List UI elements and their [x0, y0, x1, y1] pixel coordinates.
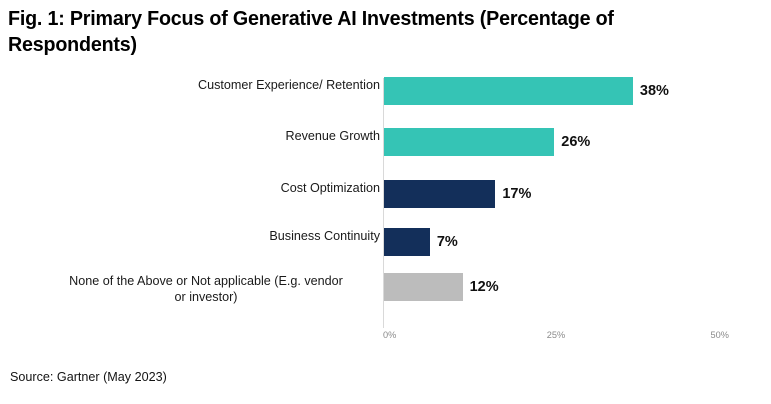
bar[interactable] [384, 228, 430, 256]
bar-value-label: 12% [469, 279, 499, 295]
bar-group: 12% [384, 273, 499, 301]
bar[interactable] [384, 273, 463, 301]
source-note: Source: Gartner (May 2023) [10, 370, 167, 384]
bar[interactable] [384, 77, 633, 105]
x-axis-tick-label: 25% [546, 330, 566, 340]
x-axis: 0% 25% 50% [0, 328, 771, 348]
category-label: Revenue Growth [285, 129, 380, 143]
chart-row: None of the Above or Not applicable (E.g… [0, 273, 771, 323]
bar-value-label: 38% [639, 83, 669, 99]
chart-row: Revenue Growth 26% [0, 128, 771, 178]
chart-row: Business Continuity 7% [0, 228, 771, 278]
x-axis-tick-label: 0% [383, 330, 397, 340]
category-label: Customer Experience/ Retention [197, 78, 380, 92]
chart-row: Cost Optimization 17% [0, 180, 771, 230]
category-label: Business Continuity [269, 229, 380, 243]
bar[interactable] [384, 180, 496, 208]
bar-value-label: 7% [436, 234, 458, 250]
bar-group: 7% [384, 228, 458, 256]
bar-group: 26% [384, 128, 590, 156]
category-label: Cost Optimization [280, 181, 380, 195]
bar-value-label: 26% [561, 134, 591, 150]
bar-group: 38% [384, 77, 669, 105]
y-axis-line [383, 78, 384, 328]
category-label-line-2: or investor) [174, 290, 238, 304]
x-axis-tick-label: 50% [710, 330, 729, 340]
figure-title: Fig. 1: Primary Focus of Generative AI I… [8, 7, 614, 56]
category-label-line-1: None of the Above or Not applicable (E.g… [69, 274, 343, 288]
chart-plot-area: Customer Experience/ Retention 38% Reven… [0, 70, 771, 352]
bar[interactable] [384, 128, 555, 156]
bar-group: 17% [384, 180, 531, 208]
bar-value-label: 17% [502, 186, 532, 202]
chart-row: Customer Experience/ Retention 38% [0, 77, 771, 127]
category-label: None of the Above or Not applicable (E.g… [30, 273, 382, 305]
